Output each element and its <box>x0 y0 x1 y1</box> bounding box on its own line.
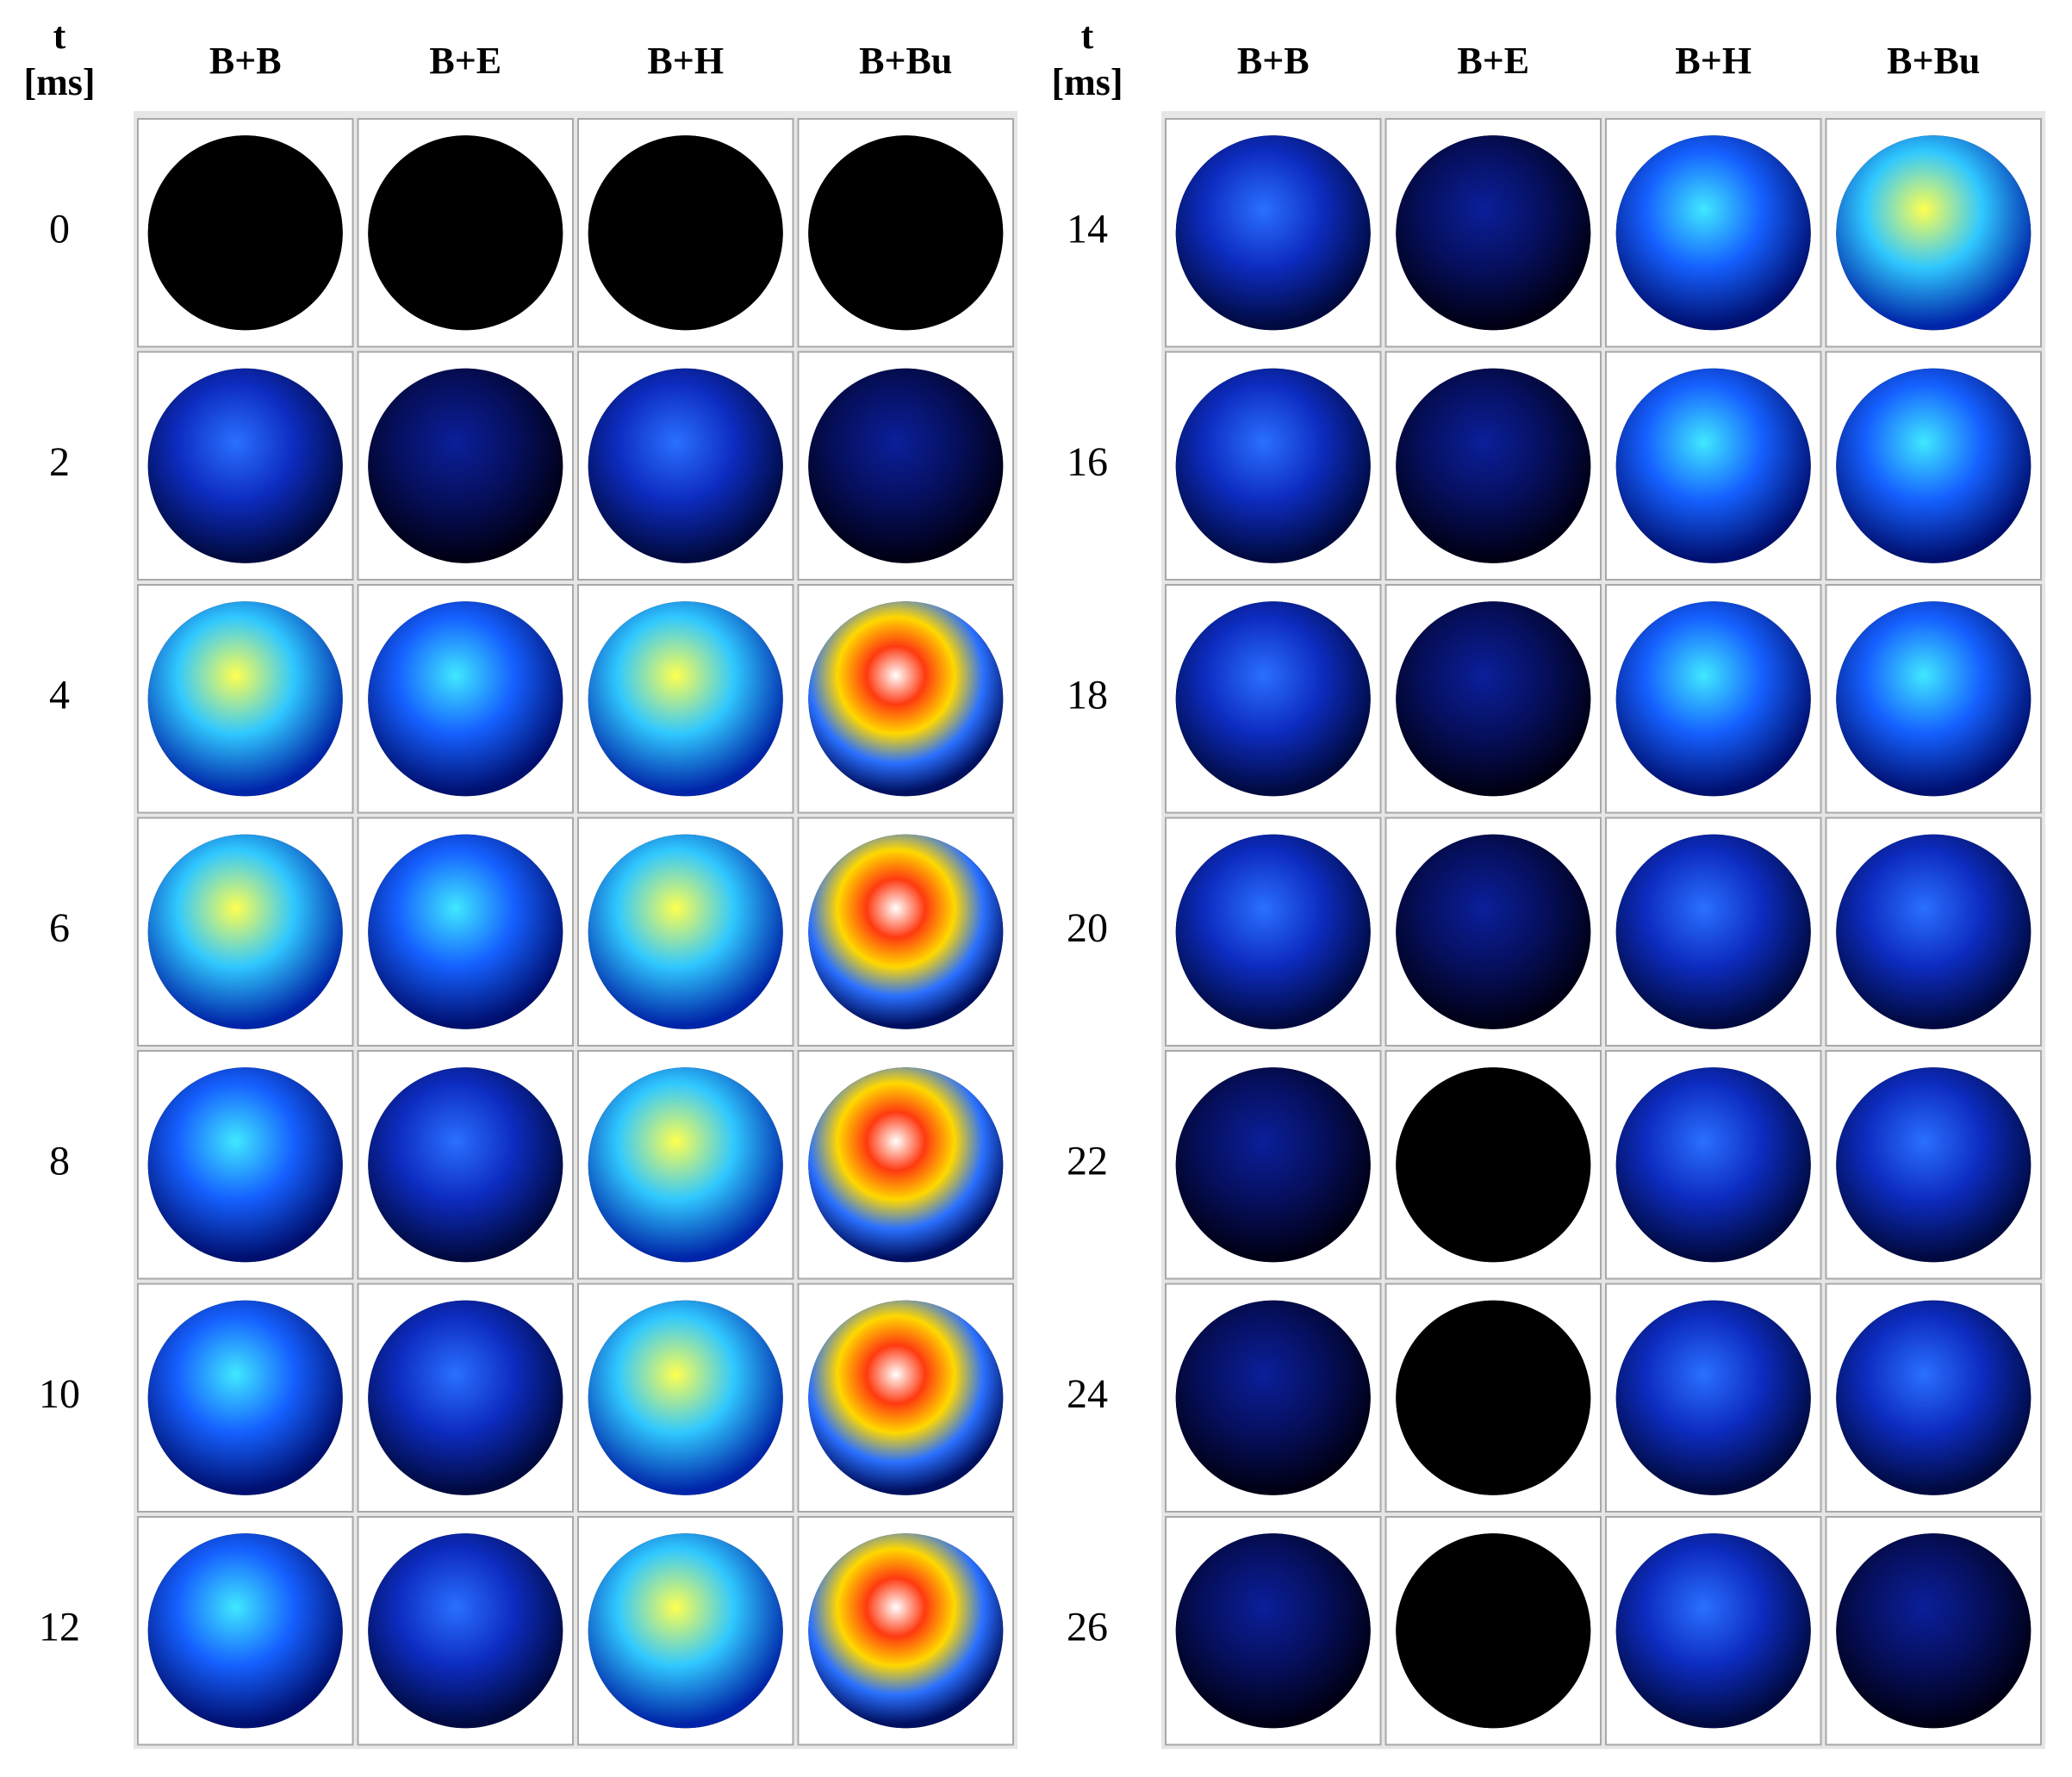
flame-image <box>147 1300 343 1495</box>
flame-image <box>1615 1533 1811 1729</box>
time-header: t <box>1081 15 1094 57</box>
time-label: 2 <box>49 439 70 485</box>
flame-image <box>368 601 563 797</box>
column-header: B+E <box>1457 40 1529 82</box>
flame-image <box>808 135 1004 331</box>
flame-image <box>368 834 563 1029</box>
flame-image <box>147 601 343 797</box>
flame-image <box>1396 601 1591 797</box>
flame-image <box>588 368 783 563</box>
time-label: 10 <box>39 1371 80 1417</box>
time-label: 22 <box>1067 1138 1108 1184</box>
flame-image <box>368 1533 563 1729</box>
flame-image <box>1615 601 1811 797</box>
flame-image <box>1396 368 1591 563</box>
flame-image <box>1175 601 1371 797</box>
time-label: 14 <box>1067 206 1108 252</box>
flame-image <box>1396 1067 1591 1263</box>
flame-image <box>1836 834 2032 1029</box>
column-header: B+Bu <box>859 40 952 82</box>
flame-image <box>588 1067 783 1263</box>
flame-image <box>1615 834 1811 1029</box>
flame-image <box>1396 1533 1591 1729</box>
flame-image <box>1836 1067 2032 1263</box>
flame-image <box>1396 834 1591 1029</box>
time-label: 24 <box>1067 1371 1108 1417</box>
time-label: 18 <box>1067 672 1108 718</box>
time-label: 20 <box>1067 905 1108 951</box>
flame-image <box>1836 368 2032 563</box>
flame-image <box>808 601 1004 797</box>
column-header: B+B <box>209 40 282 82</box>
flame-image <box>1615 1067 1811 1263</box>
column-header: B+E <box>429 40 501 82</box>
column-header: B+H <box>647 40 724 82</box>
flame-image <box>147 1067 343 1263</box>
flame-image <box>147 368 343 563</box>
flame-image <box>588 135 783 331</box>
flame-image <box>1836 1300 2032 1495</box>
time-label: 6 <box>49 905 70 951</box>
flame-image <box>1396 1300 1591 1495</box>
flame-image <box>1175 834 1371 1029</box>
flame-image <box>147 135 343 331</box>
time-label: 4 <box>49 672 70 718</box>
column-header: B+Bu <box>1887 40 1980 82</box>
flame-image <box>808 368 1004 563</box>
flame-image <box>1615 368 1811 563</box>
flame-image <box>368 1300 563 1495</box>
time-unit: [ms] <box>23 61 95 103</box>
flame-image <box>808 834 1004 1029</box>
flame-image <box>147 1533 343 1729</box>
time-label: 0 <box>49 206 70 252</box>
flame-image <box>368 368 563 563</box>
flame-image <box>1615 135 1811 331</box>
column-header: B+H <box>1675 40 1752 82</box>
flame-image <box>1175 1533 1371 1729</box>
flame-image <box>588 1533 783 1729</box>
flame-image <box>808 1533 1004 1729</box>
flame-image <box>1836 601 2032 797</box>
flame-image <box>1836 135 2032 331</box>
flame-image <box>368 1067 563 1263</box>
flame-image <box>1175 368 1371 563</box>
flame-image <box>1175 1067 1371 1263</box>
time-header: t <box>53 15 66 57</box>
flame-image <box>808 1067 1004 1263</box>
column-header: B+B <box>1237 40 1310 82</box>
time-label: 12 <box>39 1604 80 1650</box>
flame-image <box>147 834 343 1029</box>
flame-image <box>588 834 783 1029</box>
flame-image <box>1175 135 1371 331</box>
time-unit: [ms] <box>1051 61 1123 103</box>
flame-image <box>1396 135 1591 331</box>
flame-image <box>368 135 563 331</box>
flame-image <box>1175 1300 1371 1495</box>
flame-image <box>588 1300 783 1495</box>
time-label: 16 <box>1067 439 1108 485</box>
flame-image <box>1836 1533 2032 1729</box>
time-label: 8 <box>49 1138 70 1184</box>
flame-image <box>808 1300 1004 1495</box>
flame-image <box>588 601 783 797</box>
time-label: 26 <box>1067 1604 1108 1650</box>
flame-image <box>1615 1300 1811 1495</box>
